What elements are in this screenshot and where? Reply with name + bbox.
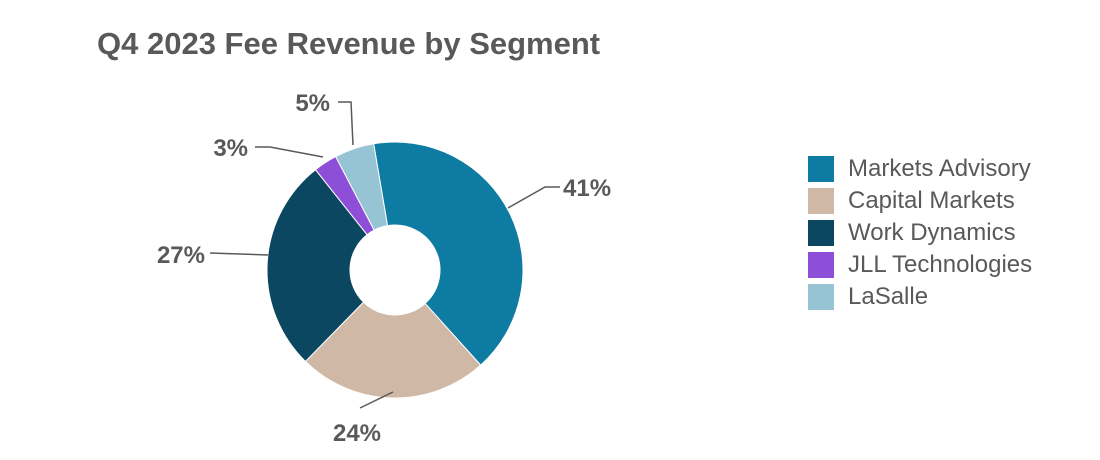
chart-title: Q4 2023 Fee Revenue by Segment — [97, 26, 601, 61]
legend-swatch — [808, 220, 834, 246]
slice-work-dynamics — [266, 168, 368, 363]
legend-item: LaSalle — [808, 281, 1032, 313]
slice-capital-markets — [304, 301, 482, 399]
legend-swatch — [808, 252, 834, 278]
legend-swatch — [808, 188, 834, 214]
legend-label: LaSalle — [848, 283, 929, 310]
data-label: 5% — [295, 90, 330, 117]
legend-swatch — [808, 156, 834, 182]
leader-line — [507, 186, 560, 209]
legend-label: Capital Markets — [848, 187, 1015, 214]
leader-line — [209, 252, 269, 256]
legend-label: Markets Advisory — [848, 155, 1031, 182]
legend-label: Work Dynamics — [848, 219, 1016, 246]
leader-line — [359, 391, 394, 409]
data-label: 3% — [213, 135, 248, 162]
legend-swatch — [808, 284, 834, 310]
legend-item: JLL Technologies — [808, 249, 1032, 281]
legend: Markets Advisory Capital Markets Work Dyna… — [808, 153, 1032, 313]
leader-line — [338, 101, 354, 146]
slice-lasalle — [335, 143, 389, 231]
leader-line — [255, 146, 324, 158]
data-label: 41% — [563, 175, 611, 202]
data-label: 27% — [157, 242, 205, 269]
data-label: 24% — [333, 420, 381, 447]
slice-markets-advisory — [373, 141, 524, 366]
legend-item: Markets Advisory — [808, 153, 1032, 185]
legend-label: JLL Technologies — [848, 251, 1033, 278]
legend-item: Work Dynamics — [808, 217, 1032, 249]
legend-item: Capital Markets — [808, 185, 1032, 217]
